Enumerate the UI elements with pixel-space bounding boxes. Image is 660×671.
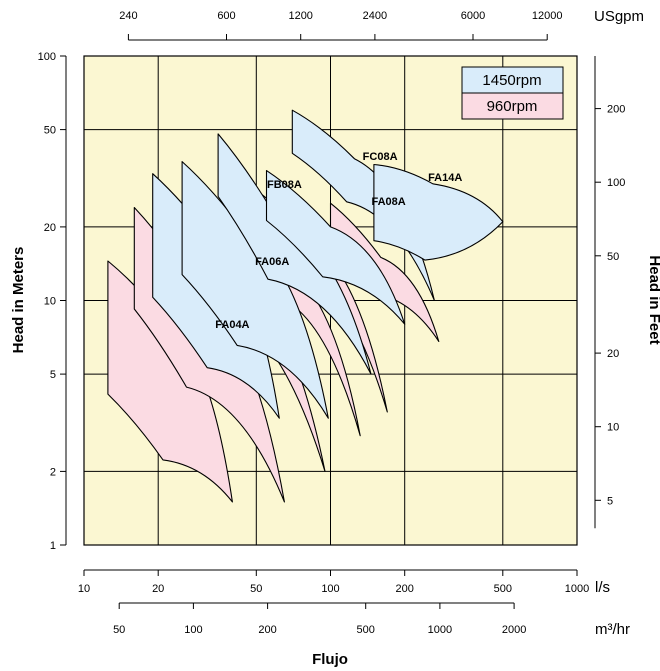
- x-tick-label-ls-100: 100: [321, 583, 339, 595]
- y-tick-label-m-100: 100: [38, 51, 56, 63]
- plot-frame-rect: [83, 55, 578, 546]
- region-fb08a-1450: [217, 133, 372, 375]
- y-tick-label-ft-10: 10: [607, 422, 619, 434]
- y-tick-label-ft-5: 5: [607, 495, 613, 507]
- regions-1450rpm: [152, 109, 504, 419]
- y-tick-label-m-50: 50: [44, 125, 56, 137]
- y-tick-label-ft-20: 20: [607, 348, 619, 360]
- region-fc08a-1450: [291, 109, 435, 302]
- x-tick-label-usgpm-600: 600: [217, 10, 235, 22]
- x-tick-label-m3hr-200: 200: [258, 624, 276, 636]
- region-label-fb08a: FB08A: [267, 179, 302, 191]
- x-tick-label-usgpm-6000: 6000: [461, 10, 485, 22]
- legend-swatch-960rpm: [461, 92, 564, 120]
- x-axis-title: Flujo: [312, 651, 348, 668]
- region-labels: FA04A FA06A FB08A FC08A FA08A FA14A: [215, 151, 462, 331]
- region-fa08a-1450: [265, 170, 406, 325]
- region-label-fa14a: FA14A: [428, 172, 462, 184]
- legend-label-1450rpm: 1450rpm: [482, 72, 541, 89]
- x-tick-label-m3hr-500: 500: [357, 624, 375, 636]
- x-tick-label-m3hr-100: 100: [184, 624, 202, 636]
- x-tick-label-m3hr-2000: 2000: [502, 624, 526, 636]
- legend-label-960rpm: 960rpm: [487, 98, 538, 115]
- x-tick-label-m3hr-50: 50: [113, 624, 125, 636]
- x-tick-label-ls-20: 20: [152, 583, 164, 595]
- x-unit-m3hr: m³/hr: [595, 621, 630, 638]
- y-axis-title-left: Head in Meters: [10, 247, 27, 354]
- x-tick-label-usgpm-1200: 1200: [288, 10, 312, 22]
- y-tick-label-m-5: 5: [50, 369, 56, 381]
- plot-frame: [83, 55, 578, 546]
- y-tick-label-ft-100: 100: [607, 177, 625, 189]
- y-tick-label-m-10: 10: [44, 296, 56, 308]
- region-label-fa08a: FA08A: [371, 196, 405, 208]
- y-tick-label-ft-50: 50: [607, 251, 619, 263]
- y-tick-label-ft-200: 200: [607, 104, 625, 116]
- region-label-fa06a: FA06A: [255, 256, 289, 268]
- x-unit-ls: l/s: [595, 579, 610, 596]
- y-tick-label-m-1: 1: [50, 540, 56, 552]
- y-tick-label-m-20: 20: [44, 222, 56, 234]
- x-tick-label-ls-1000: 1000: [565, 583, 589, 595]
- region-fa14a-1450: [373, 163, 504, 261]
- legend-swatch-1450rpm: [461, 66, 564, 94]
- x-tick-label-ls-200: 200: [396, 583, 414, 595]
- x-tick-label-ls-50: 50: [250, 583, 262, 595]
- x-unit-usgpm: USgpm: [594, 8, 644, 25]
- x-tick-label-ls-500: 500: [494, 583, 512, 595]
- y-axis-title-right: Head in Feet: [646, 255, 660, 344]
- x-tick-label-usgpm-12000: 12000: [532, 10, 563, 22]
- legend: 1450rpm 960rpm: [461, 66, 564, 120]
- x-tick-label-ls-10: 10: [78, 583, 90, 595]
- region-label-fc08a: FC08A: [363, 151, 398, 163]
- x-tick-label-m3hr-1000: 1000: [428, 624, 452, 636]
- y-tick-label-m-2: 2: [50, 466, 56, 478]
- x-tick-label-usgpm-2400: 2400: [363, 10, 387, 22]
- x-tick-label-usgpm-240: 240: [119, 10, 137, 22]
- region-label-fa04a: FA04A: [215, 319, 249, 331]
